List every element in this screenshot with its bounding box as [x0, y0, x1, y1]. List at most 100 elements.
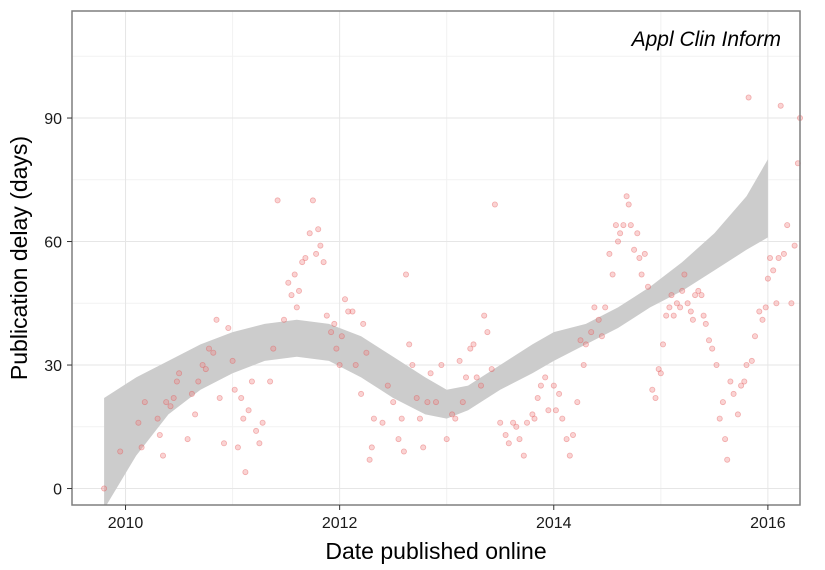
data-point	[623, 193, 630, 200]
data-point	[320, 259, 327, 266]
data-point	[259, 419, 266, 426]
data-point	[400, 448, 407, 455]
y-axis-ticks: 0 30 60 90	[44, 111, 72, 499]
data-point	[719, 399, 726, 406]
data-point	[791, 242, 798, 249]
data-point	[443, 436, 450, 443]
data-point	[424, 399, 431, 406]
data-point	[384, 382, 391, 389]
data-point	[167, 403, 174, 410]
data-point	[256, 440, 263, 447]
data-point	[173, 378, 180, 385]
data-point	[315, 226, 322, 233]
data-point	[638, 271, 645, 278]
data-point	[743, 361, 750, 368]
data-point	[484, 329, 491, 336]
data-point	[516, 436, 523, 443]
data-point	[295, 287, 302, 294]
data-point	[352, 361, 359, 368]
data-point	[390, 399, 397, 406]
data-point	[668, 292, 675, 299]
data-point	[529, 411, 536, 418]
data-point	[452, 415, 459, 422]
journal-annotation: Appl Clin Inform	[630, 28, 781, 51]
data-point	[550, 382, 557, 389]
data-point	[416, 415, 423, 422]
data-point	[520, 452, 527, 459]
data-point	[363, 349, 370, 356]
data-point	[577, 337, 584, 344]
data-point	[213, 316, 220, 323]
data-point	[413, 394, 420, 401]
data-point	[689, 316, 696, 323]
x-axis-ticks: 2010 2012 2014 2016	[108, 505, 786, 532]
data-point	[432, 399, 439, 406]
data-point	[192, 411, 199, 418]
data-point	[154, 415, 161, 422]
y-tick-label: 90	[44, 111, 62, 128]
plot-border	[71, 10, 801, 506]
x-tick-label: 2016	[750, 515, 786, 532]
data-point	[210, 349, 217, 356]
data-point	[195, 378, 202, 385]
data-point	[722, 436, 729, 443]
data-point	[748, 357, 755, 364]
y-tick-label: 60	[44, 235, 62, 252]
data-point	[660, 341, 667, 348]
data-point	[141, 399, 148, 406]
data-point	[202, 366, 209, 373]
data-point	[777, 102, 784, 109]
data-point	[470, 341, 477, 348]
data-point	[216, 394, 223, 401]
major-gridlines	[72, 11, 800, 505]
data-point	[679, 287, 686, 294]
minor-gridlines	[72, 11, 800, 505]
x-tick-label: 2012	[322, 515, 358, 532]
data-point	[156, 431, 163, 438]
data-point	[323, 312, 330, 319]
data-point	[741, 378, 748, 385]
data-point	[309, 197, 316, 204]
data-point	[730, 390, 737, 397]
data-point	[684, 300, 691, 307]
data-point	[552, 407, 559, 414]
data-point	[238, 394, 245, 401]
data-point	[510, 419, 517, 426]
plot-panel	[72, 11, 800, 505]
data-point	[370, 415, 377, 422]
data-point	[716, 415, 723, 422]
data-point	[456, 357, 463, 364]
data-point	[333, 345, 340, 352]
data-point	[274, 197, 281, 204]
data-point	[231, 386, 238, 393]
data-point	[240, 415, 247, 422]
data-point	[645, 283, 652, 290]
data-point	[336, 361, 343, 368]
data-point	[234, 444, 241, 451]
data-point	[738, 382, 745, 389]
data-point	[242, 469, 249, 476]
data-point	[767, 254, 774, 261]
data-point	[505, 440, 512, 447]
data-point	[188, 390, 195, 397]
x-tick-label: 2010	[108, 515, 144, 532]
data-point	[449, 411, 456, 418]
data-point	[563, 436, 570, 443]
data-point	[473, 374, 480, 381]
data-point	[692, 292, 699, 299]
y-axis-title: Publication delay (days)	[6, 136, 32, 380]
data-point	[566, 452, 573, 459]
data-point	[135, 419, 142, 426]
data-point	[784, 222, 791, 229]
data-point	[248, 378, 255, 385]
data-point	[770, 267, 777, 274]
data-point	[170, 394, 177, 401]
data-point	[524, 419, 531, 426]
data-point	[580, 361, 587, 368]
data-point	[406, 341, 413, 348]
data-point	[253, 427, 260, 434]
data-point	[293, 304, 300, 311]
data-point	[220, 440, 227, 447]
data-point	[649, 386, 656, 393]
